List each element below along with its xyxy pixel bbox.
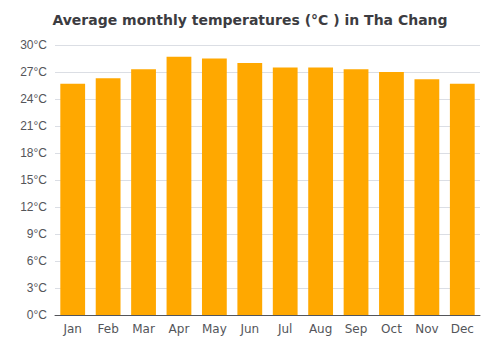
svg-text:Jan: Jan xyxy=(62,322,82,336)
svg-text:0°C: 0°C xyxy=(27,308,47,322)
svg-text:27°C: 27°C xyxy=(20,65,47,79)
svg-text:3°C: 3°C xyxy=(27,281,47,295)
svg-text:21°C: 21°C xyxy=(20,119,47,133)
svg-text:Nov: Nov xyxy=(415,322,438,336)
svg-text:24°C: 24°C xyxy=(20,92,47,106)
svg-text:9°C: 9°C xyxy=(27,227,47,241)
svg-text:Dec: Dec xyxy=(451,322,474,336)
svg-text:Mar: Mar xyxy=(132,322,155,336)
svg-text:Apr: Apr xyxy=(169,322,190,336)
svg-text:18°C: 18°C xyxy=(20,146,47,160)
svg-text:12°C: 12°C xyxy=(20,200,47,214)
svg-text:Oct: Oct xyxy=(381,322,402,336)
svg-text:Average monthly temperatures (: Average monthly temperatures (°C ) in Th… xyxy=(52,12,447,28)
svg-text:30°C: 30°C xyxy=(20,38,47,52)
svg-text:15°C: 15°C xyxy=(20,173,47,187)
svg-text:Aug: Aug xyxy=(309,322,332,336)
svg-text:Feb: Feb xyxy=(98,322,119,336)
svg-text:Jun: Jun xyxy=(239,322,259,336)
svg-text:May: May xyxy=(202,322,227,336)
svg-text:Jul: Jul xyxy=(277,322,292,336)
svg-text:Sep: Sep xyxy=(345,322,368,336)
svg-text:6°C: 6°C xyxy=(27,254,47,268)
